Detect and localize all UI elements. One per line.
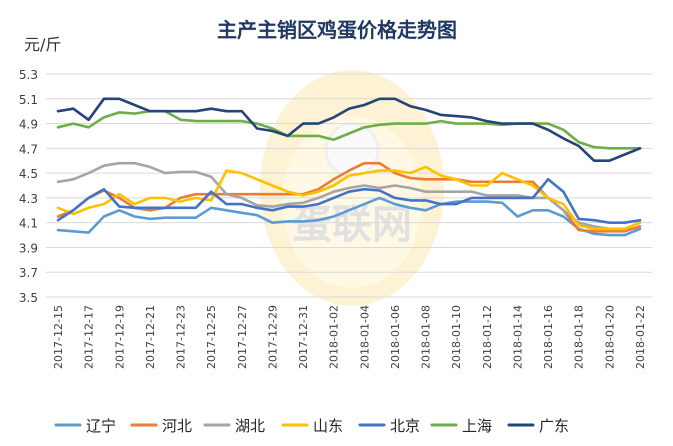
legend: 辽宁 河北 湖北 山东 北京 上海 广东: [54, 417, 569, 435]
y-tick-label: 4.9: [19, 118, 38, 132]
legend-label: 北京: [390, 417, 420, 435]
x-tick-label: 2018-01-06: [389, 305, 402, 369]
x-tick-label: 2017-12-23: [175, 305, 188, 369]
y-tick-label: 5.1: [19, 93, 38, 107]
x-tick-label: 2017-12-17: [83, 305, 96, 369]
y-axis-ticks: 3.5 3.7 3.9 4.1 4.3 4.5 4.7 4.9 5.1 5.3: [19, 68, 38, 305]
x-tick-label: 2018-01-16: [542, 305, 555, 369]
legend-label: 广东: [539, 417, 569, 435]
x-axis-ticks: 2017-12-15 2017-12-17 2017-12-19 2017-12-21…: [52, 305, 647, 369]
x-tick-label: 2018-01-02: [328, 305, 341, 369]
x-tick-label: 2017-12-27: [236, 305, 249, 369]
y-tick-label: 5.3: [19, 68, 38, 82]
x-tick-label: 2017-12-25: [205, 305, 218, 369]
series-line-辽宁: [56, 196, 642, 237]
x-tick-label: 2017-12-15: [52, 305, 65, 369]
series-line-山东: [56, 165, 642, 231]
y-tick-label: 4.1: [19, 217, 38, 231]
chart-title: 主产主销区鸡蛋价格走势图: [217, 18, 457, 42]
x-tick-label: 2017-12-29: [266, 305, 279, 369]
legend-label: 山东: [313, 417, 343, 435]
y-tick-label: 4.7: [19, 142, 38, 156]
y-tick-label: 3.9: [19, 241, 38, 255]
x-tick-label: 2018-01-18: [573, 305, 586, 369]
series-line-湖北: [56, 161, 642, 231]
x-tick-label: 2017-12-21: [144, 305, 157, 369]
x-tick-label: 2018-01-20: [603, 305, 616, 369]
y-tick-label: 4.5: [19, 167, 38, 181]
legend-label: 湖北: [235, 417, 265, 435]
series-line-北京: [56, 178, 642, 224]
x-tick-label: 2018-01-04: [358, 305, 371, 369]
y-tick-label: 3.5: [19, 291, 38, 305]
legend-label: 河北: [162, 417, 192, 435]
x-tick-label: 2017-12-31: [297, 305, 310, 369]
x-tick-label: 2018-01-12: [481, 305, 494, 369]
x-tick-label: 2018-01-14: [511, 305, 524, 369]
series-line-广东: [56, 97, 642, 162]
y-tick-label: 3.7: [19, 266, 38, 280]
series-lines: [56, 97, 642, 237]
legend-label: 辽宁: [86, 417, 116, 435]
x-tick-label: 2017-12-19: [113, 305, 126, 369]
y-tick-label: 4.3: [19, 192, 38, 206]
x-tick-label: 2018-01-22: [634, 305, 647, 369]
x-tick-label: 2018-01-10: [450, 305, 463, 369]
legend-label: 上海: [462, 417, 492, 435]
y-axis-unit-label: 元/斤: [24, 35, 61, 54]
x-tick-label: 2018-01-08: [420, 305, 433, 369]
